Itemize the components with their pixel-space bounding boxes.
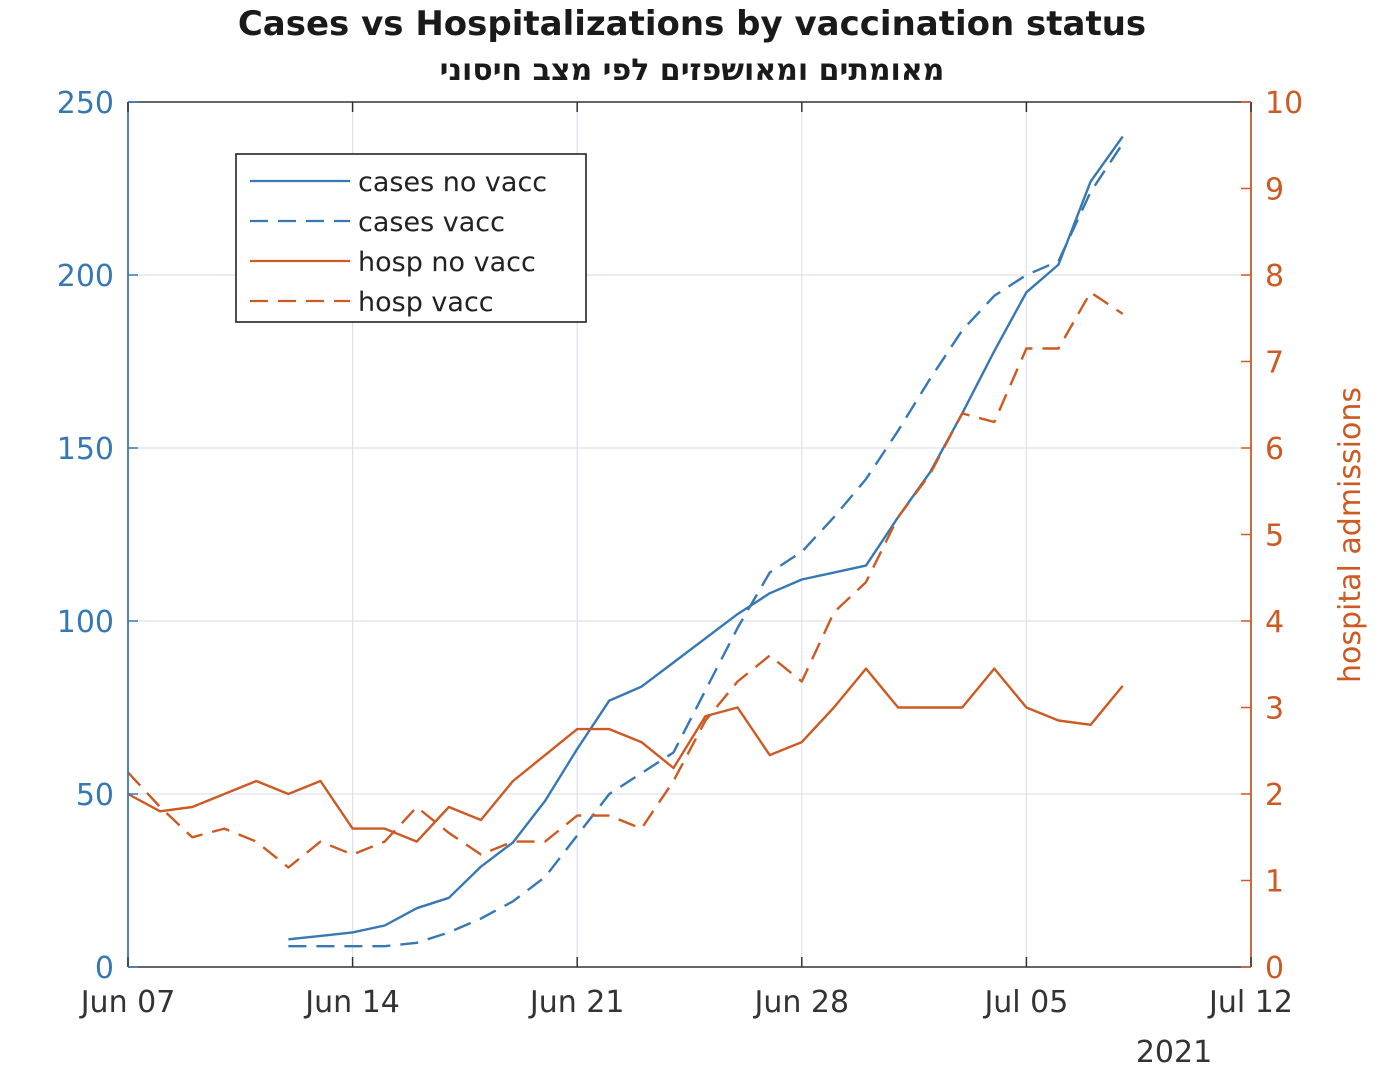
series-line-cases-no-vacc (288, 135, 1124, 941)
x-tick-label: Jul 05 (982, 985, 1068, 1020)
series-line-hosp-no-vacc (127, 667, 1124, 843)
y-right-tick-label: 8 (1265, 259, 1284, 294)
x-tick-label: Jul 12 (1207, 985, 1293, 1020)
x-tick-label: Jun 28 (753, 985, 850, 1020)
x-tick-label: Jun 07 (79, 985, 176, 1020)
y-right-tick-label: 10 (1265, 86, 1303, 121)
y-right-tick-label: 3 (1265, 692, 1284, 727)
y-left-tick-label: 0 (95, 951, 114, 986)
axes: Jun 07 Jun 14 Jun 21 Jun 28 Jul 05 Jul 120501… (57, 86, 1303, 1020)
y-right-label: hospital admissions (1333, 387, 1368, 683)
y-left-tick-label: 200 (57, 259, 114, 294)
chart-subtitle: מאומתים ומאושפזים לפי מצב חיסוני (440, 53, 945, 88)
legend: cases no vacc cases vacc hosp no vacc hosp … (235, 153, 587, 323)
chart-title: Cases vs Hospitalizations by vaccination… (238, 4, 1146, 44)
legend-label: cases vacc (358, 207, 505, 238)
x-tick-label: Jun 21 (528, 985, 625, 1020)
y-left-tick-label: 100 (57, 605, 114, 640)
y-right-tick-label: 6 (1265, 432, 1284, 467)
y-left-tick-label: 150 (57, 432, 114, 467)
y-left-tick-label: 50 (76, 778, 114, 813)
y-right-tick-label: 7 (1265, 346, 1284, 381)
y-left-tick-label: 250 (57, 86, 114, 121)
y-right-tick-label: 1 (1265, 865, 1284, 900)
legend-label: hosp no vacc (358, 247, 536, 278)
legend-label: hosp vacc (358, 287, 494, 318)
y-right-tick-label: 2 (1265, 778, 1284, 813)
y-right-tick-label: 4 (1265, 605, 1284, 640)
series-line-hosp-vacc (127, 291, 1124, 869)
x-tick-label: Jun 14 (303, 985, 400, 1020)
series-layer (127, 135, 1124, 948)
y-right-tick-label: 0 (1265, 951, 1284, 986)
x-year-label: 2021 (1136, 1035, 1212, 1070)
legend-label: cases no vacc (358, 167, 547, 198)
y-right-tick-label: 5 (1265, 519, 1284, 554)
y-right-tick-label: 9 (1265, 173, 1284, 208)
